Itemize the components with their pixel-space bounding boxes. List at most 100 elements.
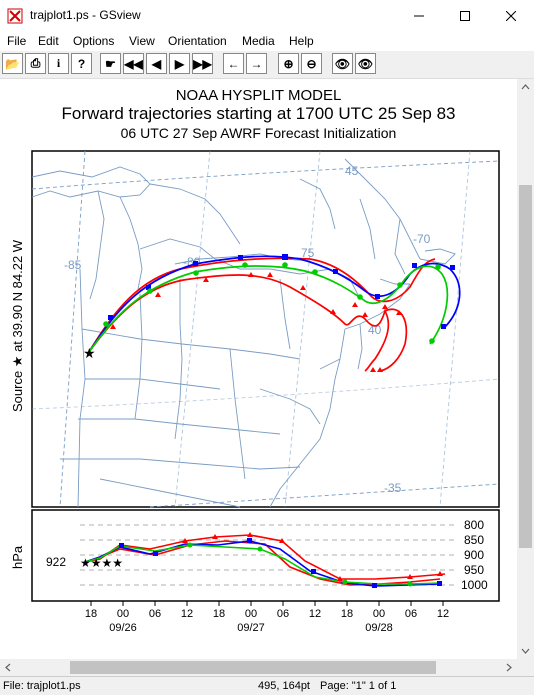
horizontal-scrollbar-graphics xyxy=(5,661,512,674)
lat-label-40: 40 xyxy=(368,323,382,337)
hpa-axis-label: hPa xyxy=(10,545,25,569)
prev-page-button[interactable]: ◀ xyxy=(146,53,167,74)
find-text-button[interactable]: 👁 xyxy=(332,53,353,74)
info-button[interactable]: i xyxy=(48,53,69,74)
time-tick-12c: 12 xyxy=(437,608,449,620)
time-tick-00b: 00 xyxy=(245,608,257,620)
time-tick-00a: 00 xyxy=(117,608,129,620)
lon-label-70: -70 xyxy=(413,232,431,246)
menu-orientation[interactable]: Orientation xyxy=(168,34,227,48)
minimize-icon xyxy=(414,15,424,16)
minimize-button[interactable] xyxy=(396,0,442,31)
time-tick-00c: 00 xyxy=(373,608,385,620)
double-left-icon: ◀◀ xyxy=(124,56,143,71)
menu-file[interactable]: File xyxy=(7,34,27,48)
zoom-out-button[interactable]: ⊖ xyxy=(301,53,322,74)
menu-options[interactable]: Options xyxy=(73,34,115,48)
status-page: Page: "1" 1 of 1 xyxy=(320,680,397,692)
trajectory-red-branch xyxy=(379,308,408,372)
source-location-label: Source ★ at 39.90 N 84.22 W xyxy=(10,239,25,412)
trajectory-markers xyxy=(103,254,455,372)
vertical-scrollbar[interactable] xyxy=(517,79,534,659)
zoom-in-icon: ⊕ xyxy=(283,56,294,71)
menu-view[interactable]: View xyxy=(129,34,155,48)
close-button[interactable] xyxy=(488,0,534,31)
next-page-button[interactable]: ▶ xyxy=(169,53,190,74)
trajectory-blue xyxy=(88,255,461,353)
eye-abc-icon: 👁 xyxy=(334,56,351,71)
plot-title-trajectories: Forward trajectories starting at 1700 UT… xyxy=(61,104,456,123)
trajectory-red-high xyxy=(88,257,436,353)
menu-media[interactable]: Media xyxy=(242,34,275,48)
scroll-up-icon xyxy=(521,84,530,90)
status-file: File: trajplot1.ps xyxy=(3,680,81,692)
maximize-button[interactable] xyxy=(442,0,488,31)
printer-icon: ⎙ xyxy=(30,56,41,70)
goto-page-button[interactable]: ☛ xyxy=(100,53,121,74)
last-page-button[interactable]: ▶▶ xyxy=(192,53,213,74)
time-tick-06a: 06 xyxy=(149,608,161,620)
scroll-down-icon xyxy=(521,648,530,654)
menu-help[interactable]: Help xyxy=(289,34,314,48)
profile-source-stars: ★★★★ xyxy=(80,556,123,570)
forward-button[interactable]: → xyxy=(246,53,267,74)
back-button[interactable]: ← xyxy=(223,53,244,74)
scroll-right-icon xyxy=(506,663,512,672)
pressure-tick-850: 850 xyxy=(464,533,484,547)
profile-markers xyxy=(119,532,443,588)
trajectory-red-low xyxy=(88,274,390,372)
menu-bar: File Edit Options View Orientation Media… xyxy=(0,31,534,51)
lon-label-85: -85 xyxy=(64,258,82,272)
vertical-scroll-thumb[interactable] xyxy=(519,185,532,548)
plot-title-forecast: 06 UTC 27 Sep AWRF Forecast Initializati… xyxy=(120,125,397,141)
document-viewport[interactable]: NOAA HYSPLIT MODEL Forward trajectories … xyxy=(0,79,517,659)
question-mark-icon: ? xyxy=(77,56,86,71)
goto-page-icon: ☛ xyxy=(105,56,116,71)
source-star-icon: ★ xyxy=(83,345,96,361)
eye-icon: 👁 xyxy=(357,56,374,71)
first-page-button[interactable]: ◀◀ xyxy=(123,53,144,74)
lat-label-35: -35 xyxy=(384,481,402,495)
info-icon: i xyxy=(56,56,61,70)
status-coords: 495, 164pt xyxy=(258,680,310,692)
horizontal-scrollbar[interactable] xyxy=(0,659,517,676)
lat-label-45: 45 xyxy=(345,164,359,178)
scrollbar-corner xyxy=(517,659,534,676)
zoom-out-icon: ⊖ xyxy=(306,56,317,71)
pressure-tick-950: 950 xyxy=(464,563,484,577)
time-tick-12a: 12 xyxy=(181,608,193,620)
time-tick-18a: 18 xyxy=(85,608,97,620)
start-pressure-label: 922 xyxy=(46,555,66,569)
plot-title-model: NOAA HYSPLIT MODEL xyxy=(175,87,342,104)
status-bar: File: trajplot1.ps 495, 164pt Page: "1" … xyxy=(0,676,534,695)
map-frame xyxy=(31,150,500,508)
time-tick-18b: 18 xyxy=(213,608,225,620)
date-label-0927: 09/27 xyxy=(237,622,265,634)
date-label-0926: 09/26 xyxy=(109,622,137,634)
window-title: trajplot1.ps - GSview xyxy=(30,8,141,22)
gsview-app-icon xyxy=(7,8,23,24)
time-tick-18c: 18 xyxy=(341,608,353,620)
menu-edit[interactable]: Edit xyxy=(38,34,59,48)
trajectory-plot: Source ★ at 39.90 N 84.22 W xyxy=(10,150,500,634)
time-tick-06b: 06 xyxy=(277,608,289,620)
close-icon xyxy=(506,10,516,21)
double-right-icon: ▶▶ xyxy=(193,56,212,71)
left-triangle-icon: ◀ xyxy=(151,56,162,71)
open-button[interactable]: 📂 xyxy=(2,53,23,74)
maximize-icon xyxy=(460,10,470,21)
lon-label-75: 75 xyxy=(301,246,315,260)
time-axis-ticks xyxy=(90,601,444,606)
time-tick-12b: 12 xyxy=(309,608,321,620)
pressure-tick-1000: 1000 xyxy=(461,578,488,592)
trajectory-green xyxy=(88,265,449,353)
vertical-scrollbar-graphics xyxy=(519,84,532,654)
pressure-tick-900: 900 xyxy=(464,548,484,562)
zoom-in-button[interactable]: ⊕ xyxy=(278,53,299,74)
find-next-button[interactable]: 👁 xyxy=(355,53,376,74)
help-button[interactable]: ? xyxy=(71,53,92,74)
pressure-tick-800: 800 xyxy=(464,518,484,532)
print-button[interactable]: ⎙ xyxy=(25,53,46,74)
right-triangle-icon: ▶ xyxy=(174,56,185,71)
horizontal-scroll-thumb[interactable] xyxy=(70,661,436,674)
